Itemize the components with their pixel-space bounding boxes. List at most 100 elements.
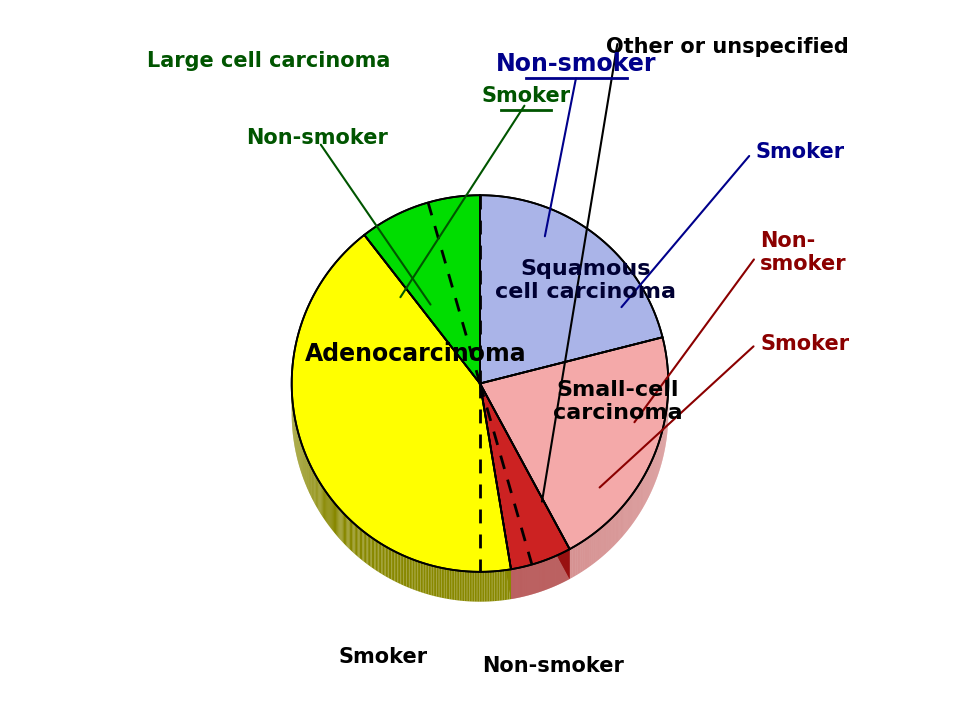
Text: Non-
smoker: Non- smoker	[760, 231, 847, 274]
Polygon shape	[480, 384, 569, 569]
Polygon shape	[403, 555, 405, 586]
Polygon shape	[481, 571, 483, 601]
Polygon shape	[292, 235, 511, 571]
Polygon shape	[347, 516, 348, 547]
Polygon shape	[343, 513, 344, 544]
Polygon shape	[375, 540, 377, 571]
Polygon shape	[480, 337, 668, 549]
Polygon shape	[488, 571, 490, 601]
Polygon shape	[383, 545, 384, 576]
Polygon shape	[331, 499, 332, 530]
Polygon shape	[351, 521, 352, 552]
Polygon shape	[392, 550, 393, 580]
Polygon shape	[395, 551, 396, 582]
Polygon shape	[365, 533, 366, 563]
Polygon shape	[399, 553, 400, 584]
Polygon shape	[468, 571, 469, 601]
Polygon shape	[374, 539, 375, 570]
Polygon shape	[506, 570, 508, 600]
Polygon shape	[405, 556, 406, 587]
Polygon shape	[465, 571, 467, 601]
Polygon shape	[469, 571, 471, 601]
Polygon shape	[420, 562, 422, 593]
Polygon shape	[458, 571, 460, 601]
Polygon shape	[332, 500, 333, 531]
Polygon shape	[423, 563, 425, 593]
Polygon shape	[413, 559, 415, 590]
Polygon shape	[480, 384, 511, 599]
Polygon shape	[345, 515, 347, 546]
Text: Non-smoker: Non-smoker	[496, 52, 657, 76]
Polygon shape	[396, 552, 397, 582]
Polygon shape	[384, 546, 386, 577]
Polygon shape	[473, 571, 474, 601]
Polygon shape	[479, 571, 481, 601]
Polygon shape	[362, 531, 364, 561]
Polygon shape	[357, 526, 358, 557]
Polygon shape	[339, 509, 341, 540]
Polygon shape	[342, 511, 343, 542]
Polygon shape	[428, 565, 430, 595]
Polygon shape	[442, 568, 444, 598]
Polygon shape	[486, 571, 488, 601]
Text: Adenocarcinoma: Adenocarcinoma	[305, 341, 526, 365]
Polygon shape	[478, 571, 479, 601]
Polygon shape	[474, 571, 476, 601]
Polygon shape	[416, 561, 418, 591]
Polygon shape	[326, 493, 328, 524]
Polygon shape	[444, 569, 446, 598]
Polygon shape	[483, 571, 485, 601]
Polygon shape	[449, 569, 451, 599]
Polygon shape	[467, 571, 468, 601]
Polygon shape	[366, 534, 368, 564]
Polygon shape	[446, 569, 448, 599]
Text: Non-smoker: Non-smoker	[483, 656, 624, 676]
Polygon shape	[471, 571, 473, 601]
Text: Large cell carcinoma: Large cell carcinoma	[147, 50, 391, 71]
Polygon shape	[498, 571, 499, 601]
Polygon shape	[368, 534, 369, 566]
Polygon shape	[418, 561, 419, 592]
Polygon shape	[463, 571, 465, 601]
Polygon shape	[390, 549, 392, 579]
Polygon shape	[334, 502, 335, 534]
Polygon shape	[461, 571, 463, 601]
Text: Smoker: Smoker	[339, 646, 428, 667]
Polygon shape	[499, 571, 501, 601]
Polygon shape	[448, 569, 449, 599]
Polygon shape	[410, 558, 411, 589]
Polygon shape	[504, 570, 506, 600]
Polygon shape	[510, 569, 511, 599]
Polygon shape	[501, 571, 503, 601]
Polygon shape	[422, 563, 423, 593]
Text: Smoker: Smoker	[756, 141, 845, 162]
Polygon shape	[480, 384, 511, 599]
Polygon shape	[425, 563, 427, 594]
Polygon shape	[480, 384, 569, 579]
Polygon shape	[360, 529, 361, 559]
Text: Smoker: Smoker	[760, 334, 850, 355]
Polygon shape	[411, 559, 413, 589]
Text: Squamous
cell carcinoma: Squamous cell carcinoma	[495, 258, 676, 302]
Polygon shape	[453, 570, 455, 600]
Polygon shape	[378, 542, 380, 573]
Text: Non-smoker: Non-smoker	[246, 128, 388, 148]
Polygon shape	[494, 571, 496, 601]
Polygon shape	[344, 514, 345, 545]
Polygon shape	[338, 507, 339, 539]
Polygon shape	[408, 558, 410, 588]
Polygon shape	[508, 569, 510, 600]
Polygon shape	[348, 518, 349, 550]
Polygon shape	[503, 570, 504, 601]
Polygon shape	[400, 554, 402, 585]
Polygon shape	[476, 571, 478, 601]
Polygon shape	[353, 523, 354, 554]
Polygon shape	[402, 555, 403, 585]
Polygon shape	[369, 536, 371, 566]
Polygon shape	[386, 547, 387, 577]
Polygon shape	[435, 566, 437, 597]
Polygon shape	[460, 571, 461, 601]
Polygon shape	[373, 539, 374, 569]
Polygon shape	[325, 492, 326, 523]
Polygon shape	[361, 529, 362, 561]
